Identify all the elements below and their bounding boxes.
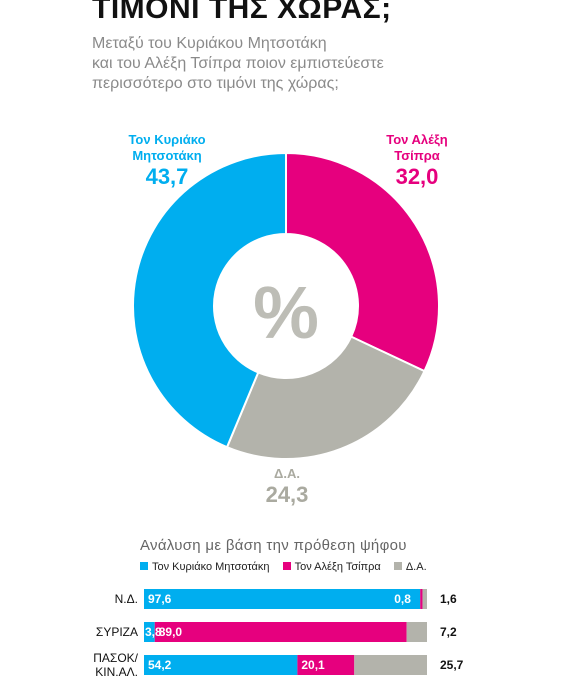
bar-category-label-row2: ΣΥΡΙΖΑ <box>95 625 138 639</box>
legend-item-da: Δ.Α. <box>393 561 427 573</box>
donut-value-kyriakos: 43,7 <box>145 164 189 189</box>
legend-swatch-da <box>393 562 402 570</box>
bar-segment-alexis-row3 <box>297 655 355 675</box>
subtitle-line-3: περισσότερο στο τιμόνι της χώρας; <box>92 75 339 92</box>
legend: Τον Κυριάκο Μητσοτάκη Τον Αλέξη Τσίπρα Δ… <box>140 561 437 573</box>
bar-segment-kyriakos-row1 <box>144 589 421 609</box>
donut-slice-da <box>225 335 426 460</box>
bar-value-label-kyriakos-row2: 3,8 <box>145 625 162 639</box>
breakdown-title: Ανάλυση με βάση την πρόθεση ψήφου <box>140 537 407 554</box>
bar-value-label-alexis-row1: 0,8 <box>394 592 411 606</box>
bar-segment-kyriakos-row3 <box>144 655 298 675</box>
donut-slice-kyriakos <box>132 151 287 449</box>
bar-value-label-kyriakos-row1: 97,6 <box>148 592 172 606</box>
donut-label-da: Δ.Α. 24,3 <box>252 466 322 508</box>
donut-value-alexis: 32,0 <box>395 164 439 189</box>
legend-label-kyriakos: Τον Κυριάκο Μητσοτάκη <box>152 561 270 573</box>
legend-label-alexis: Τον Αλέξη Τσίπρα <box>294 561 381 573</box>
bar-value-label-alexis-row2: 89,0 <box>158 625 183 639</box>
bar-segment-kyriakos-row2 <box>144 622 155 642</box>
bar-category-label-row1: Ν.Δ. <box>114 592 138 606</box>
bar-segment-da-row2 <box>406 622 427 642</box>
bar-segment-da-row3 <box>354 655 427 675</box>
bar-total-label-row1: 1,6 <box>440 592 457 606</box>
percent-symbol: % <box>253 271 319 354</box>
donut-label-kyriakos: Τον Κυριάκο Μητσοτάκη 43,7 <box>112 132 222 190</box>
donut-label-da-line1: Δ.Α. <box>274 466 300 481</box>
bar-value-label-alexis-row3: 20,1 <box>301 658 325 672</box>
bar-segment-da-row1 <box>422 589 427 609</box>
bar-total-label-row2: 7,2 <box>440 625 457 639</box>
subtitle-line-1: Μεταξύ του Κυριάκου Μητσοτάκη <box>92 35 327 52</box>
donut-slice-alexis <box>285 151 440 373</box>
chart-title: ΤΙΜΟΝΙ ΤΗΣ ΧΩΡΑΣ; <box>92 0 392 25</box>
legend-item-alexis: Τον Αλέξη Τσίπρα <box>282 561 381 573</box>
donut-label-alexis-line1: Τον Αλέξη <box>386 132 448 147</box>
donut-label-kyriakos-line1: Τον Κυριάκο <box>128 132 206 147</box>
bar-category-label-row3: ΠΑΣΟΚ/ΚΙΝ.ΑΛ. <box>93 651 138 679</box>
chart-subtitle: Μεταξύ του Κυριάκου Μητσοτάκη και του Αλ… <box>92 34 472 94</box>
legend-swatch-alexis <box>282 562 291 570</box>
bar-total-label-row3: 25,7 <box>440 658 464 672</box>
legend-item-kyriakos: Τον Κυριάκο Μητσοτάκη <box>140 561 270 573</box>
legend-swatch-kyriakos <box>140 562 148 570</box>
donut-value-da: 24,3 <box>265 482 309 507</box>
donut-label-kyriakos-line2: Μητσοτάκη <box>132 148 202 163</box>
bar-segment-alexis-row2 <box>154 622 407 642</box>
donut-label-alexis-line2: Τσίπρα <box>394 148 440 163</box>
subtitle-line-2: και του Αλέξη Τσίπρα ποιον εμπιστεύεστε <box>92 55 384 72</box>
legend-label-da: Δ.Α. <box>405 561 427 573</box>
bar-segment-alexis-row1 <box>420 589 423 609</box>
bar-value-label-kyriakos-row3: 54,2 <box>148 658 172 672</box>
donut-label-alexis: Τον Αλέξη Τσίπρα 32,0 <box>372 132 462 190</box>
